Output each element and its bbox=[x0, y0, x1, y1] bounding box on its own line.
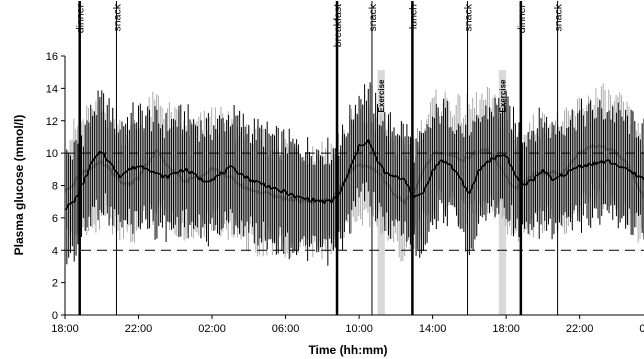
meal-label: snack bbox=[367, 3, 379, 31]
tick-labels: 0 2 4 6 8 10 12 14 16 18:00 22:00 02:00 06:00 10:00 14… bbox=[46, 51, 644, 335]
meal-event-lines: dinner snack breakfast snack lunch snack dinne… bbox=[75, 1, 565, 315]
mean-line bbox=[65, 137, 644, 211]
y-tick-label: 2 bbox=[52, 278, 58, 290]
y-tick-label: 14 bbox=[46, 83, 58, 95]
meal-label: snack bbox=[553, 3, 565, 31]
x-tick-label: 18:00 bbox=[51, 323, 79, 335]
y-tick-label: 12 bbox=[46, 116, 58, 128]
reference-lines bbox=[65, 152, 644, 251]
x-tick-label: 02:00 bbox=[198, 323, 226, 335]
series-black bbox=[65, 82, 644, 266]
meal-label: dinner bbox=[75, 4, 87, 34]
x-tick-label: 02:00 bbox=[639, 323, 644, 335]
x-tick-label: 22:00 bbox=[566, 323, 594, 335]
meal-label: snack bbox=[463, 3, 475, 31]
x-tick-label: 14:00 bbox=[419, 323, 447, 335]
x-axis-title: Time (hh:mm) bbox=[308, 343, 387, 357]
x-tick-label: 10:00 bbox=[345, 323, 373, 335]
meal-label: lunch bbox=[407, 4, 419, 29]
y-tick-label: 6 bbox=[52, 213, 58, 225]
axes bbox=[61, 55, 644, 319]
meal-label: breakfast bbox=[332, 4, 344, 47]
y-tick-label: 0 bbox=[52, 310, 58, 322]
meal-label: snack bbox=[111, 3, 123, 31]
x-tick-label: 06:00 bbox=[272, 323, 300, 335]
x-tick-label: 22:00 bbox=[125, 323, 153, 335]
x-tick-label: 18:00 bbox=[492, 323, 520, 335]
exercise-label: Exercise bbox=[498, 79, 507, 112]
exercise-label: Exercise bbox=[377, 79, 386, 112]
y-axis-title: Plasma glucose (mmol/l) bbox=[12, 115, 26, 256]
y-tick-label: 4 bbox=[52, 245, 58, 257]
y-tick-label: 16 bbox=[46, 51, 58, 63]
y-tick-label: 10 bbox=[46, 148, 58, 160]
y-tick-label: 8 bbox=[52, 181, 58, 193]
meal-label: dinner bbox=[516, 4, 528, 34]
